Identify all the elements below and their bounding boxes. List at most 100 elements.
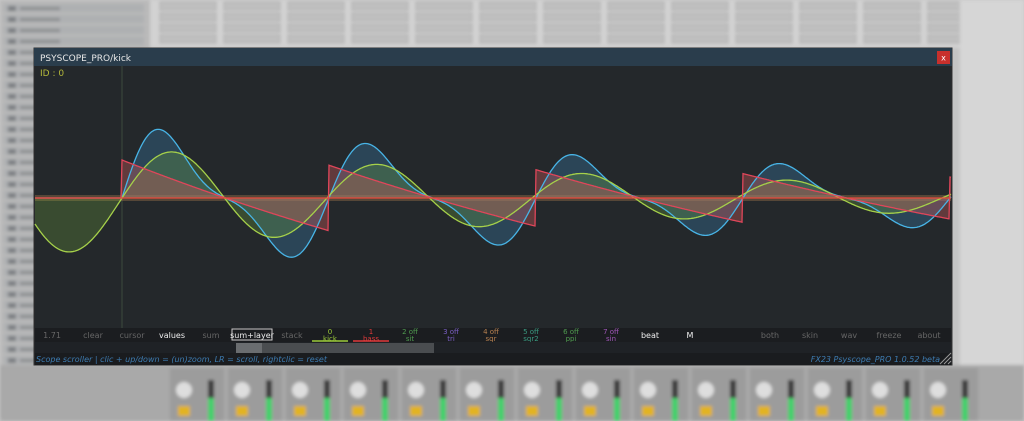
layer-name[interactable]: ppi <box>566 335 577 343</box>
layer-name[interactable]: sqr2 <box>523 335 538 343</box>
bg-cell <box>159 34 217 44</box>
bg-cell <box>8 83 16 88</box>
toolbar-button[interactable]: freeze <box>877 331 902 340</box>
mixer-knob <box>872 382 888 398</box>
bg-cell <box>8 105 16 110</box>
toolbar-button[interactable]: stack <box>281 331 303 340</box>
bg-cell <box>543 12 601 22</box>
bg-cell <box>8 50 16 55</box>
mixer-button <box>352 406 364 416</box>
mixer-knob <box>524 382 540 398</box>
toolbar-button[interactable]: about <box>917 331 940 340</box>
scroller-thumb[interactable] <box>236 343 434 353</box>
mixer-button <box>468 406 480 416</box>
mixer-knob <box>176 382 192 398</box>
button-frame[interactable] <box>231 328 273 341</box>
mixer-meter-level <box>788 398 794 421</box>
bg-cell <box>479 12 537 22</box>
bg-cell <box>8 215 16 220</box>
bg-cell <box>351 1 409 11</box>
mixer-button <box>410 406 422 416</box>
scroller-handle[interactable] <box>236 343 262 353</box>
toolbar-button[interactable]: skin <box>802 331 818 340</box>
bg-cell <box>735 12 793 22</box>
bg-cell <box>8 270 16 275</box>
layer-number[interactable]: 1 <box>369 328 373 336</box>
layer-number[interactable]: 7 off <box>603 328 619 336</box>
mixer-knob <box>234 382 250 398</box>
mixer-knob <box>350 382 366 398</box>
bg-cell <box>863 12 921 22</box>
bg-cell <box>287 12 345 22</box>
bg-cell <box>8 248 16 253</box>
layer-name[interactable]: kick <box>323 335 338 343</box>
close-button[interactable] <box>937 51 950 64</box>
bg-cell <box>8 127 16 132</box>
close-label[interactable]: x <box>941 54 946 63</box>
bg-cell <box>287 34 345 44</box>
mixer-button <box>874 406 886 416</box>
mixer-button <box>294 406 306 416</box>
mixer-button <box>816 406 828 416</box>
toolbar-button[interactable]: cursor <box>119 331 145 340</box>
blue-wave <box>35 128 952 258</box>
bg-cell <box>479 1 537 11</box>
toolbar-button[interactable]: sum <box>202 331 219 340</box>
scroller-track[interactable] <box>35 342 951 353</box>
bg-cell <box>8 358 16 363</box>
bg-cell <box>8 314 16 319</box>
bg-cell <box>159 1 217 11</box>
bg-cell <box>8 138 16 143</box>
layer-name[interactable]: sin <box>606 335 616 343</box>
bg-cell <box>863 34 921 44</box>
mixer-meter-level <box>208 398 214 421</box>
mixer-meter-level <box>614 398 620 421</box>
layer-name[interactable]: sit <box>406 335 415 343</box>
toolbar-button[interactable]: both <box>761 331 779 340</box>
layer-number[interactable]: 0 <box>328 328 332 336</box>
layer-name[interactable]: bass <box>363 335 379 343</box>
layer-name[interactable]: tri <box>447 335 455 343</box>
toolbar-button[interactable]: sum+layer <box>230 331 275 340</box>
layer-number[interactable]: 6 off <box>563 328 579 336</box>
resize-grip[interactable] <box>939 352 952 365</box>
bg-cell <box>671 12 729 22</box>
mixer-meter-level <box>846 398 852 421</box>
mixer-knob <box>408 382 424 398</box>
toolbar-button[interactable]: beat <box>641 331 659 340</box>
layer-number[interactable]: 3 off <box>443 328 459 336</box>
bg-cell <box>607 34 665 44</box>
layer-name[interactable]: sqr <box>486 335 497 343</box>
bg-cell <box>8 149 16 154</box>
bg-cell <box>8 259 16 264</box>
bg-cell <box>8 116 16 121</box>
toolbar-button[interactable]: 1.71 <box>43 331 61 340</box>
bg-cell <box>415 23 473 33</box>
bg-cell <box>735 1 793 11</box>
layer-number[interactable]: 2 off <box>402 328 418 336</box>
layer-number[interactable]: 5 off <box>523 328 539 336</box>
bg-cell <box>8 171 16 176</box>
layer-number[interactable]: 4 off <box>483 328 499 336</box>
bg-cell <box>8 204 16 209</box>
bg-cell <box>8 325 16 330</box>
toolbar-button[interactable]: M <box>687 331 694 340</box>
mixer-meter-level <box>904 398 910 421</box>
bg-cell <box>287 23 345 33</box>
scope-area[interactable] <box>35 66 951 328</box>
mixer-meter-level <box>440 398 446 421</box>
bg-cell <box>8 193 16 198</box>
toolbar-button[interactable]: wav <box>841 331 857 340</box>
bg-cell <box>607 1 665 11</box>
mixer-button <box>584 406 596 416</box>
bg-cell <box>479 34 537 44</box>
blue-wave-fill <box>35 129 951 258</box>
status-version: FX23 Psyscope_PRO 1.0.52 beta <box>811 355 940 364</box>
mixer-meter-level <box>672 398 678 421</box>
bg-cell <box>543 1 601 11</box>
toolbar-button[interactable]: values <box>159 331 185 340</box>
id-label: ID : 0 <box>40 69 64 79</box>
bg-cell <box>351 23 409 33</box>
toolbar-button[interactable]: clear <box>83 331 103 340</box>
mixer-button <box>236 406 248 416</box>
